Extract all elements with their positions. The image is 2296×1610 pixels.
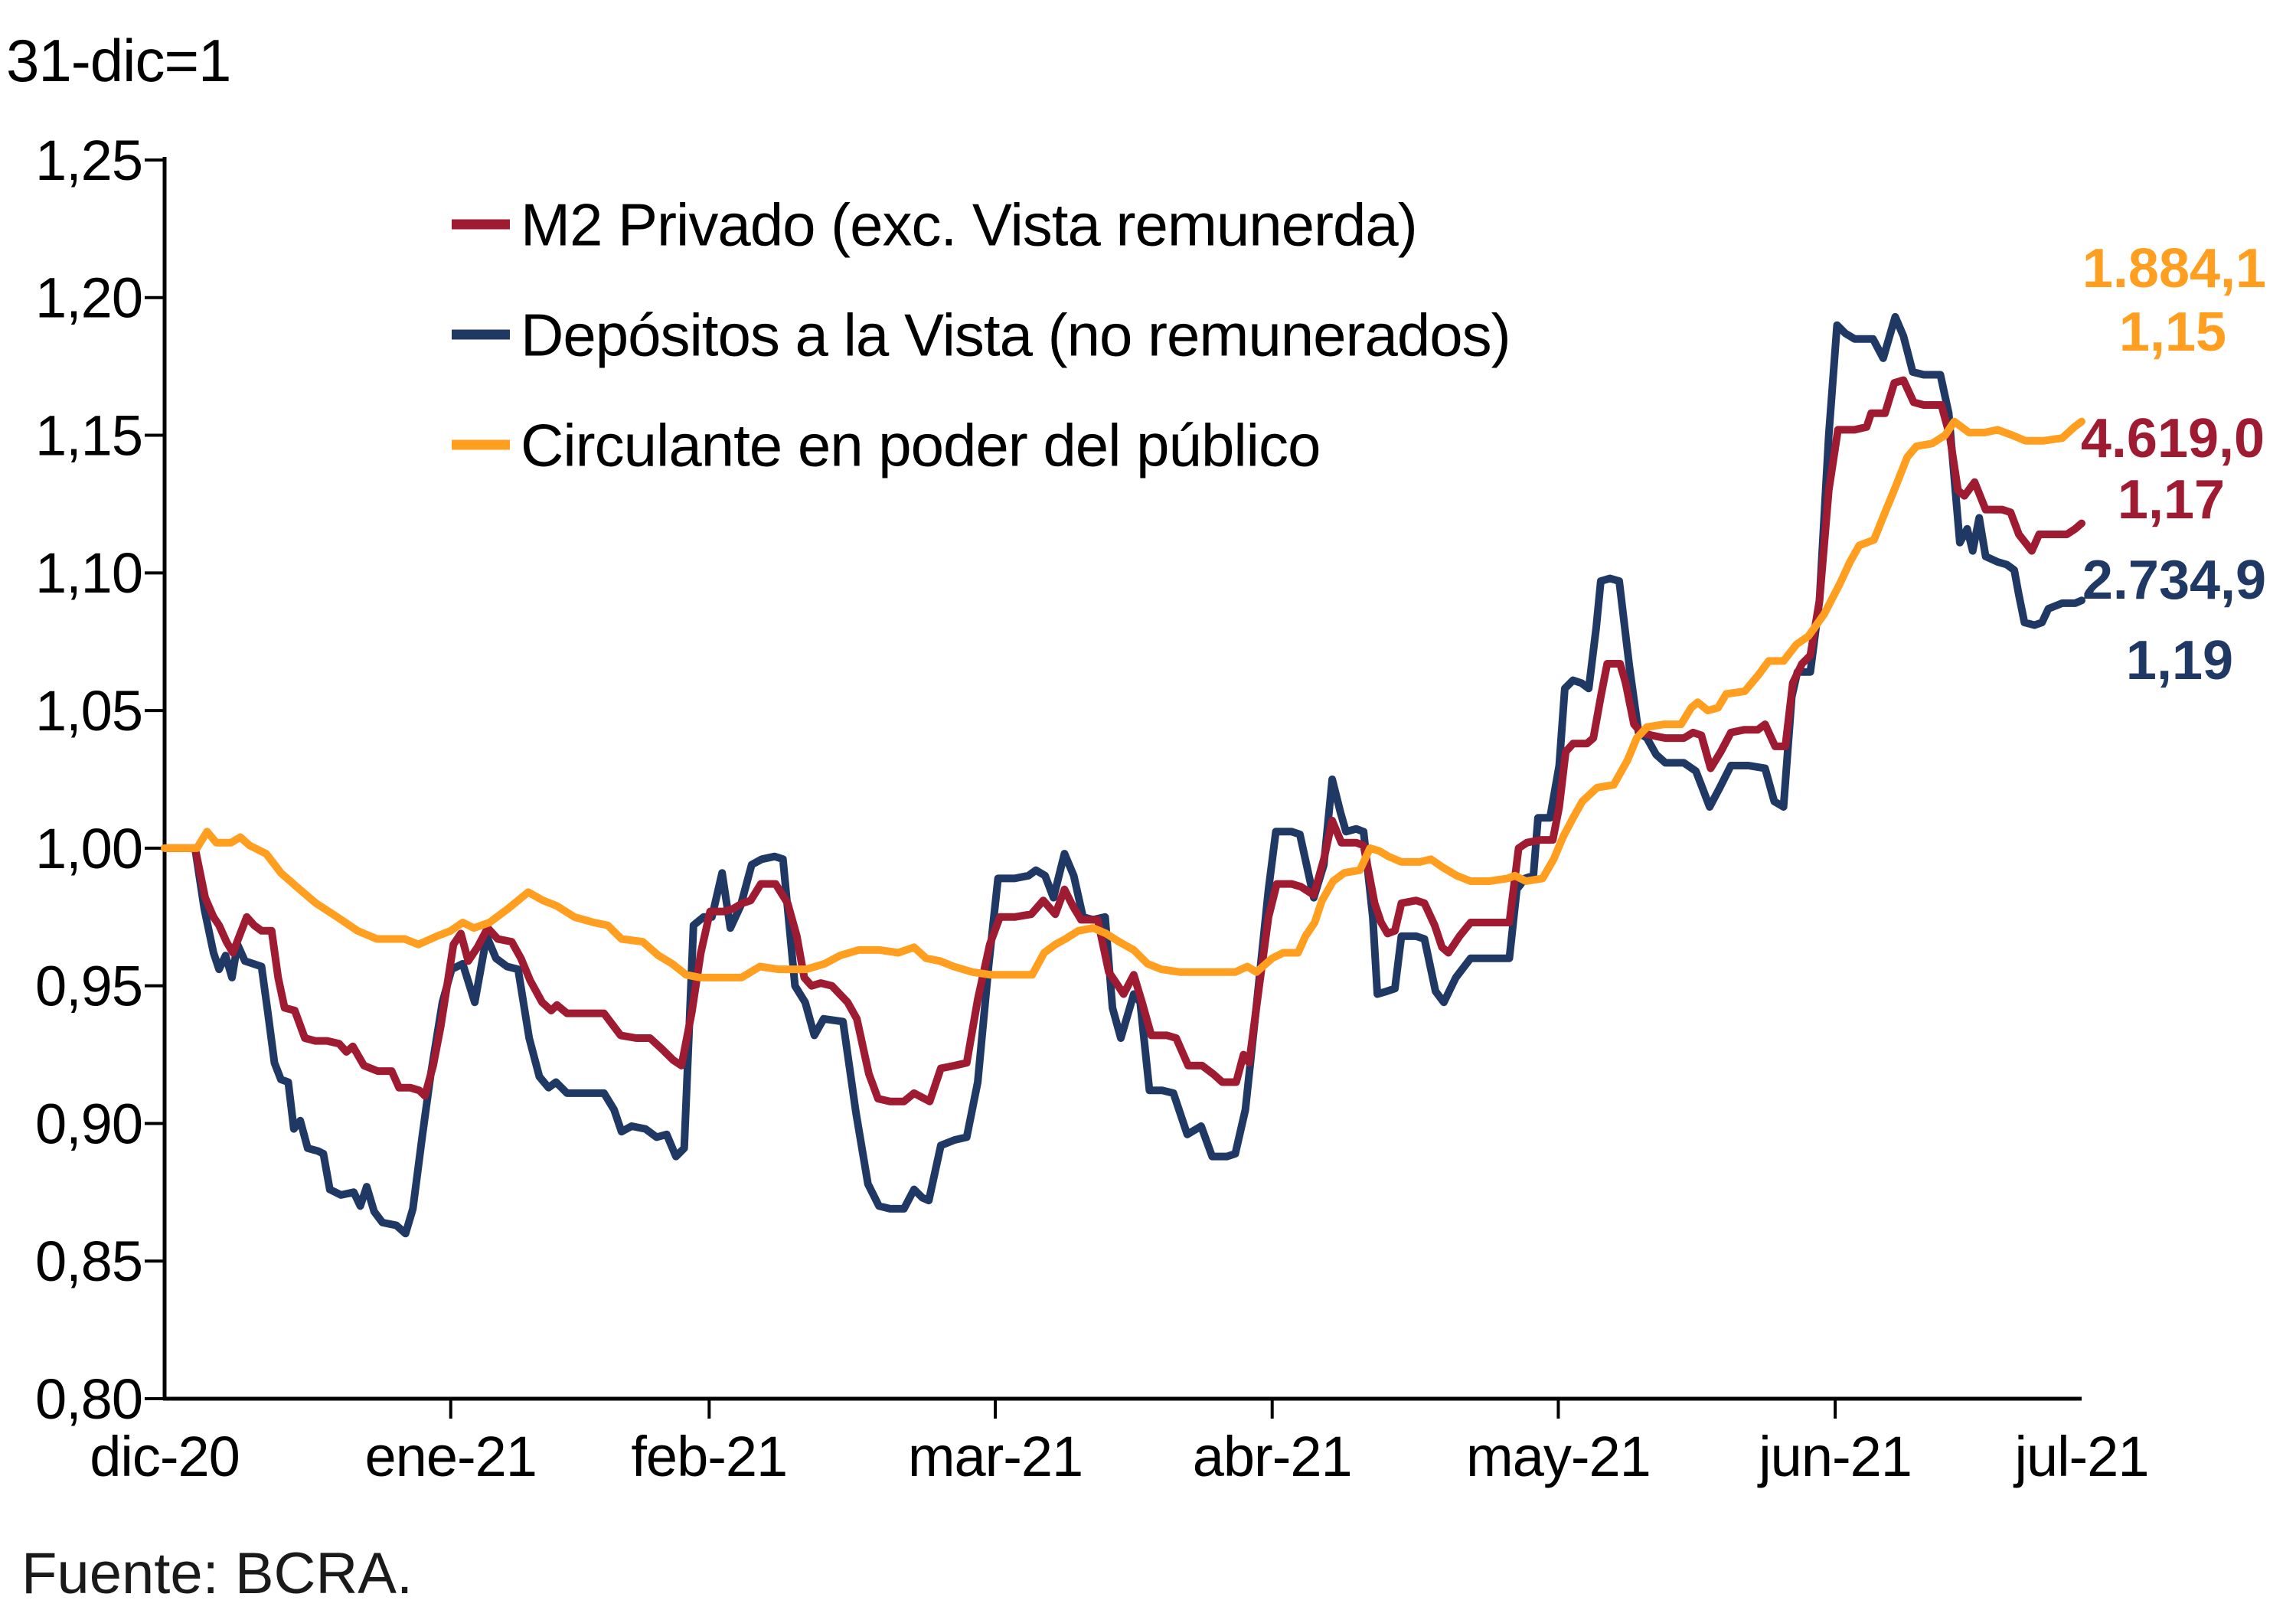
x-tick-label-abr-21: abr-21 (1193, 1425, 1352, 1488)
y-tick-label: 1,15 (35, 403, 142, 467)
x-tick-label-jun-21: jun-21 (1757, 1425, 1912, 1488)
legend-label-depositos-vista: Depósitos a la Vista (no remunerados) (521, 301, 1511, 368)
legend-label-circulante: Circulante en poder del público (521, 411, 1320, 478)
legend-item-m2-privado: M2 Privado (exc. Vista remunerda) (452, 191, 1418, 258)
x-tick-label-mar-21: mar-21 (908, 1425, 1083, 1488)
x-tick-label-may-21: may-21 (1466, 1425, 1651, 1488)
y-tick-label: 0,80 (35, 1367, 142, 1431)
x-tick-label-feb-21: feb-21 (631, 1425, 787, 1488)
source-note: Fuente: BCRA. (21, 1541, 413, 1606)
end-label-depositos-vista-1: 1,19 (2126, 630, 2233, 691)
end-label-m2-privado-0: 4.619,0 (2081, 408, 2265, 469)
y-tick-label: 1,00 (35, 817, 142, 880)
x-tick-label-jul-21: jul-21 (2013, 1425, 2149, 1488)
y-tick-label: 1,20 (35, 266, 142, 330)
legend-item-circulante: Circulante en poder del público (452, 411, 1321, 478)
y-tick-label: 0,90 (35, 1092, 142, 1155)
y-tick-label: 0,85 (35, 1230, 142, 1293)
series-line-circulante (161, 417, 2085, 981)
x-tick-label-dic-20: dic-20 (90, 1425, 240, 1488)
end-label-circulante-0: 1.884,1 (2082, 238, 2266, 299)
y-tick-label: 1,10 (35, 541, 142, 605)
legend-item-depositos-vista: Depósitos a la Vista (no remunerados) (452, 301, 1511, 368)
y-tick-label: 0,95 (35, 955, 142, 1018)
legend-label-m2-privado: M2 Privado (exc. Vista remunerda) (521, 191, 1417, 258)
y-tick-label: 1,25 (35, 129, 142, 192)
end-label-depositos-vista-0: 2.734,9 (2082, 550, 2266, 611)
index-note: 31-dic=1 (6, 27, 231, 94)
y-tick-label: 1,05 (35, 679, 142, 743)
end-label-circulante-1: 1,15 (2119, 302, 2226, 363)
x-tick-label-ene-21: ene-21 (365, 1425, 537, 1488)
end-label-m2-privado-1: 1,17 (2118, 469, 2225, 531)
series-line-m2-privado (161, 376, 2085, 1105)
